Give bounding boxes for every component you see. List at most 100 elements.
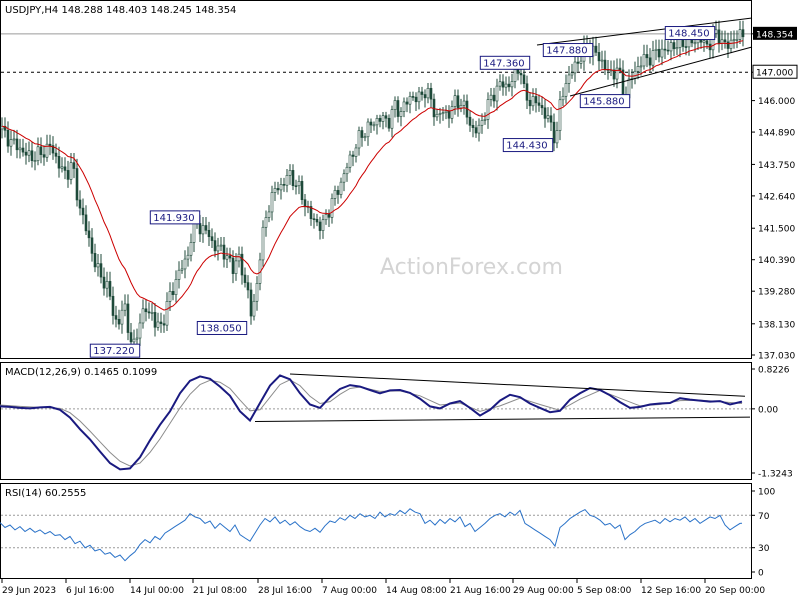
macd-panel-frame	[0, 362, 752, 480]
candle-bull	[234, 260, 238, 274]
candle-bull	[105, 281, 109, 289]
candle-bull	[441, 112, 445, 115]
candle-bear	[90, 237, 94, 254]
candle-bull	[150, 312, 154, 314]
candle-bear	[93, 253, 97, 268]
candle-bull	[444, 110, 448, 114]
candle-bull	[510, 81, 514, 88]
candle-bull	[702, 40, 706, 43]
candle-bull	[408, 96, 412, 105]
price-candles	[0, 20, 745, 352]
candle-bull	[297, 181, 301, 187]
price-axis: 137.030 138.130 139.280 140.390 141.500 142.6…	[751, 26, 798, 362]
candle-bull	[372, 124, 376, 127]
candle-bull	[375, 118, 379, 126]
candle-bear	[549, 115, 553, 123]
price-tick-label: 147.000	[756, 69, 793, 79]
candle-bear	[231, 257, 235, 274]
candle-bear	[384, 115, 388, 119]
candle-bull	[141, 308, 145, 324]
price-tick-label: 138.130	[758, 320, 795, 330]
time-tick-label: 21 Aug 16:00	[450, 586, 511, 596]
time-tick-label: 14 Jul 00:00	[130, 586, 184, 596]
candle-bull	[36, 146, 40, 161]
price-tick-label: 142.640	[758, 192, 795, 202]
lower-trendline	[569, 46, 753, 97]
candle-bull	[252, 300, 256, 317]
candle-bull	[561, 95, 565, 101]
candle-bear	[597, 52, 601, 62]
candle-bull	[345, 166, 349, 175]
candle-bear	[447, 110, 451, 119]
candle-bull	[675, 47, 679, 50]
candle-bull	[651, 50, 655, 66]
candle-bear	[207, 229, 211, 237]
candle-bear	[81, 207, 85, 216]
candle-bear	[369, 121, 373, 126]
candle-bear	[21, 147, 25, 153]
candle-bull	[573, 61, 577, 74]
candle-bull	[567, 74, 571, 84]
candle-bear	[276, 188, 280, 191]
price-annotation-box	[542, 43, 594, 58]
candle-bear	[318, 221, 322, 231]
candle-bear	[684, 46, 688, 48]
candle-bear	[672, 42, 676, 50]
price-annotation-box	[89, 343, 141, 358]
moving-average-line	[1, 40, 744, 311]
candle-bear	[420, 91, 424, 95]
candle-bear	[111, 295, 115, 316]
rsi-tick-label: 30	[758, 544, 770, 554]
candle-bull	[558, 99, 562, 131]
candle-bear	[102, 276, 106, 289]
macd-trendlines	[254, 373, 751, 422]
candle-bull	[426, 87, 430, 99]
candle-bear	[39, 146, 43, 155]
candle-bull	[183, 258, 187, 270]
candle-bear	[303, 199, 307, 207]
candle-bear	[576, 61, 580, 64]
candle-bear	[351, 154, 355, 157]
candle-bull	[123, 303, 127, 311]
macd-panel: 0.8226 0.00 -1.3243 MACD(12,26,9) 0.1465 0…	[0, 366, 793, 480]
candle-bull	[531, 96, 535, 107]
candle-bear	[516, 69, 520, 74]
price-annotation-label: 145.880	[583, 97, 624, 108]
candle-bull	[489, 94, 493, 100]
candle-bull	[348, 154, 352, 168]
candle-bull	[732, 39, 736, 41]
candle-bull	[225, 255, 229, 260]
candle-bull	[45, 143, 49, 158]
candle-bear	[501, 81, 505, 88]
rsi-panel: 100 70 30 0 RSI(14) 60.2555	[0, 488, 775, 579]
candle-bull	[186, 254, 190, 260]
time-tick-label: 20 Sep 00:00	[705, 586, 765, 596]
price-tick-label: 141.500	[758, 225, 795, 235]
macd-tick-label: 0.8226	[758, 366, 790, 376]
candle-bull	[402, 101, 406, 112]
candle-bull	[600, 59, 604, 62]
candle-bull	[165, 301, 169, 326]
candle-bear	[645, 54, 649, 59]
rsi-panel-header: RSI(14) 60.2555	[5, 488, 86, 499]
candle-bull	[729, 39, 733, 49]
candle-bear	[153, 312, 157, 328]
candle-bear	[51, 145, 55, 154]
candle-bear	[117, 318, 121, 325]
price-panel-frame	[0, 0, 752, 359]
candle-bear	[603, 59, 607, 70]
candle-bull	[486, 99, 490, 120]
price-annotation-label: 147.360	[483, 58, 524, 69]
candle-bear	[723, 39, 727, 43]
candle-bull	[132, 338, 136, 343]
candle-bull	[546, 115, 550, 119]
macd-trendline	[289, 373, 746, 397]
price-trendlines	[536, 17, 753, 97]
candle-bull	[267, 211, 271, 218]
candle-bull	[273, 188, 277, 193]
price-tick-label: 146.000	[758, 97, 795, 107]
candle-bear	[249, 289, 253, 317]
candle-bear	[537, 102, 541, 106]
candle-bull	[480, 120, 484, 126]
candle-bear	[126, 303, 130, 333]
